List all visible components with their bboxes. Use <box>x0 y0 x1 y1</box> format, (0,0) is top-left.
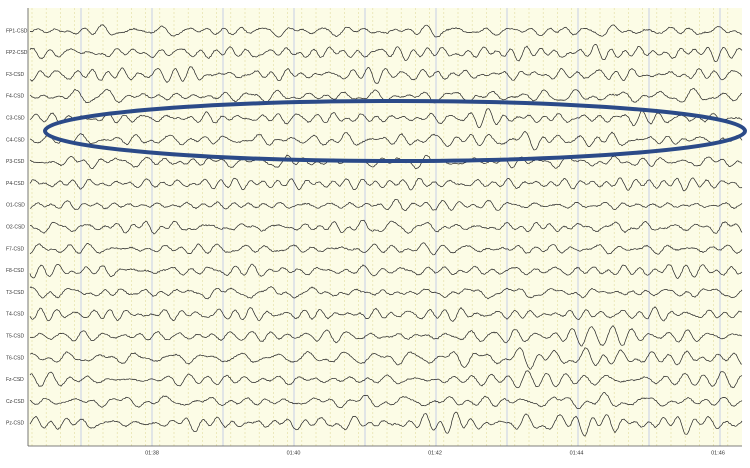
channel-label: T5-CSD <box>6 334 24 340</box>
time-label: 01:40 <box>287 450 301 456</box>
time-label: 01:38 <box>145 450 159 456</box>
plot-area <box>28 8 742 446</box>
channel-label: F3-CSD <box>6 72 24 78</box>
channel-label: T4-CSD <box>6 312 24 318</box>
channel-label: C3-CSD <box>6 116 25 122</box>
eeg-trace <box>29 198 743 211</box>
channel-label: O2-CSD <box>6 225 25 231</box>
channel-label: T3-CSD <box>6 290 24 296</box>
channel-label: Fz-CSD <box>6 377 24 383</box>
eeg-trace <box>29 66 743 84</box>
grid <box>31 8 729 446</box>
channel-label: F8-CSD <box>6 268 24 274</box>
eeg-trace <box>29 347 743 370</box>
eeg-trace <box>29 177 743 192</box>
channel-label: Cz-CSD <box>6 399 25 405</box>
channel-label: P3-CSD <box>6 159 25 165</box>
channel-label: F7-CSD <box>6 246 24 252</box>
channel-label: C4-CSD <box>6 137 25 143</box>
eeg-trace <box>29 286 743 300</box>
time-label: 01:44 <box>570 450 584 456</box>
channel-label: T6-CSD <box>6 355 24 361</box>
channel-label: F4-CSD <box>6 94 24 100</box>
eeg-trace <box>29 108 743 129</box>
time-label: 01:42 <box>428 450 442 456</box>
channel-label: FP2-CSD <box>6 50 28 56</box>
eeg-trace <box>29 306 743 322</box>
channel-labels: FP1-CSD FP2-CSD F3-CSD F4-CSD C3-CSD C4-CSD P3… <box>6 28 28 426</box>
highlight-ellipse <box>43 99 747 163</box>
traces <box>29 24 743 437</box>
eeg-trace <box>29 411 743 437</box>
eeg-trace <box>29 44 743 62</box>
eeg-trace <box>29 24 743 38</box>
eeg-trace <box>29 219 743 235</box>
eeg-trace <box>29 392 743 409</box>
eeg-trace <box>29 263 743 279</box>
time-label: 01:46 <box>711 450 725 456</box>
channel-label: O1-CSD <box>6 203 25 209</box>
eeg-trace <box>29 242 743 256</box>
channel-label: FP1-CSD <box>6 28 28 34</box>
channel-label: Pz-CSD <box>6 421 24 427</box>
eeg-trace <box>29 370 743 389</box>
eeg-trace <box>29 325 743 347</box>
time-labels: 01:38 01:40 01:42 01:44 01:46 <box>145 450 725 456</box>
channel-label: P4-CSD <box>6 181 25 187</box>
eeg-trace <box>29 130 743 151</box>
